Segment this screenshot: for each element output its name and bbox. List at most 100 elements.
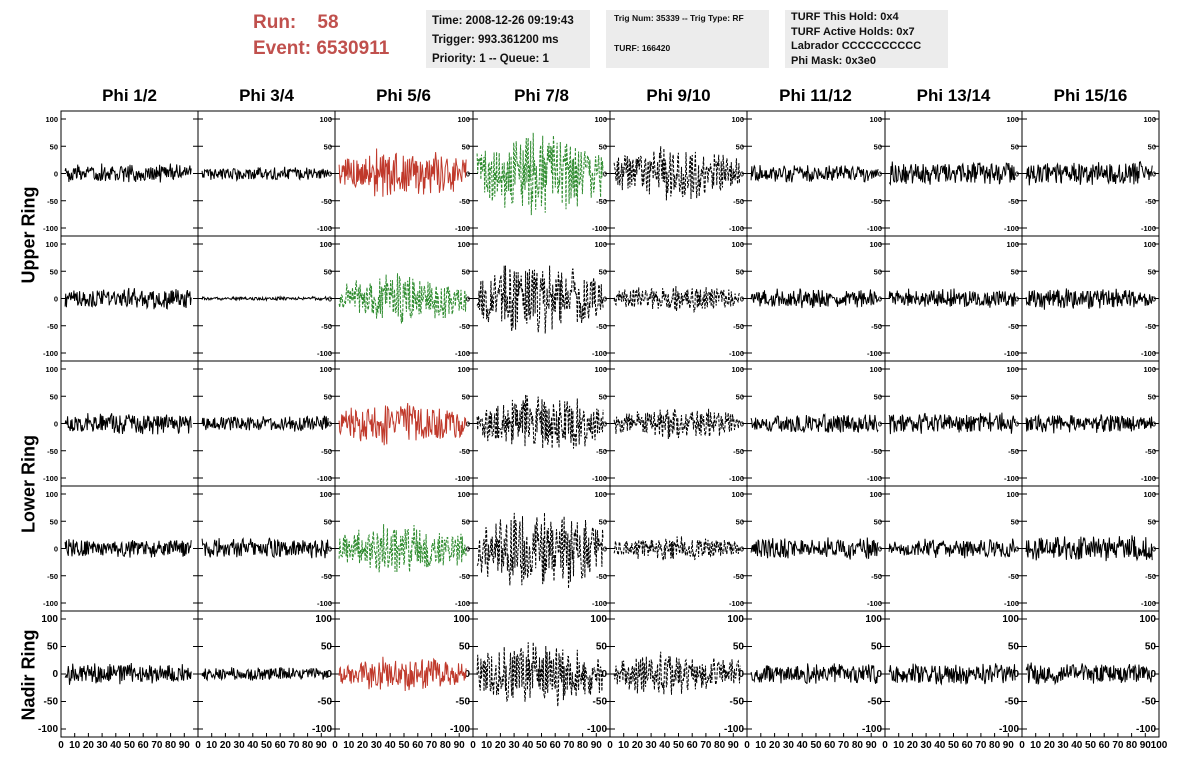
y-tick-label: -100 [455,349,470,358]
y-tick-label: 0 [54,545,58,554]
y-tick-label: -100 [592,474,607,483]
x-tick-label: 80 [577,740,589,751]
y-tick-label: -100 [999,724,1019,735]
y-tick-label: 0 [1152,420,1156,429]
x-tick-label: 70 [975,740,987,751]
y-tick-label: -50 [871,447,882,456]
y-tick-label: 50 [47,642,59,653]
y-tick-label: -100 [1004,599,1019,608]
x-tick-label: 90 [316,740,328,751]
y-tick-label: 100 [457,240,470,249]
y-tick-label: -100 [317,349,332,358]
x-tick-label: 0 [744,740,750,751]
y-tick-label: -50 [1145,572,1156,581]
x-tick-label: 20 [220,740,232,751]
waveform-trace [613,651,741,695]
y-tick-label: 50 [321,642,333,653]
waveform-trace [201,166,329,182]
x-tick-label: 40 [247,740,259,751]
y-tick-label: 100 [731,490,744,499]
x-tick-label: 40 [934,740,946,751]
x-tick-label: 50 [398,740,410,751]
y-tick-label: -50 [1005,697,1020,708]
y-tick-label: -100 [312,724,332,735]
y-tick-label: 50 [596,642,608,653]
waveform-trace [201,667,329,682]
x-tick-label: 20 [1044,740,1056,751]
y-tick-label: 100 [594,240,607,249]
column-label-phi-15-16: Phi 15/16 [1053,86,1128,105]
y-tick-label: -100 [867,349,882,358]
y-tick-label: 100 [1002,614,1019,625]
y-tick-label: 0 [54,295,58,304]
y-tick-label: -100 [1004,224,1019,233]
column-label-phi-3-4: Phi 3/4 [239,86,294,105]
y-tick-label: -50 [593,697,608,708]
labrador-line: Labrador CCCCCCCCCC [791,40,922,52]
y-tick-label: 50 [1008,642,1020,653]
x-tick-label: 30 [783,740,795,751]
x-tick-label: 30 [921,740,933,751]
x-tick-label: 90 [179,740,191,751]
x-tick-label: 10 [755,740,767,751]
y-tick-label: 100 [1006,115,1019,124]
y-tick-label: -100 [1004,474,1019,483]
x-tick-label: 90 [1003,740,1015,751]
x-tick-label: 40 [385,740,397,751]
y-tick-label: 100 [1006,365,1019,374]
y-tick-label: 50 [324,517,332,526]
y-tick-label: 50 [50,517,58,526]
y-tick-label: 50 [1011,517,1019,526]
y-tick-label: 0 [878,545,882,554]
x-tick-label: 70 [838,740,850,751]
x-tick-label: 90 [591,740,603,751]
y-tick-label: 0 [603,295,607,304]
x-tick-label: 60 [687,740,699,751]
column-label-phi-7-8: Phi 7/8 [514,86,569,105]
waveform-trace [888,161,1016,186]
waveform-trace [750,537,879,560]
y-tick-label: -50 [1145,322,1156,331]
x-tick-label: 50 [1085,740,1097,751]
y-tick-label: 100 [1143,490,1156,499]
x-tick-label: 30 [646,740,658,751]
y-tick-label: -100 [455,474,470,483]
phi-mask-line: Phi Mask: 0x3e0 [791,54,876,67]
run-value: 58 [317,12,339,33]
y-tick-label: 50 [736,142,744,151]
run-label: Run: [253,12,297,33]
y-tick-label: -100 [38,724,58,735]
y-tick-label: -50 [1008,322,1019,331]
y-tick-label: 50 [874,142,882,151]
y-tick-label: 0 [328,295,332,304]
waveform-trace [476,265,604,334]
y-tick-label: 50 [50,267,58,276]
x-tick-label: 10 [1030,740,1042,751]
y-tick-label: -100 [43,599,58,608]
x-tick-label: 0 [332,740,338,751]
y-tick-label: 100 [1143,115,1156,124]
priority-line: Priority: 1 -- Queue: 1 [432,53,549,65]
column-label-phi-1-2: Phi 1/2 [102,86,157,105]
waveform-trace [750,164,879,183]
x-tick-label: 0 [195,740,201,751]
x-tick-label: 50 [124,740,136,751]
y-tick-label: 0 [1015,545,1019,554]
waveform-trace [338,273,467,324]
waveform-trace [1025,288,1153,310]
y-tick-label: -50 [321,572,332,581]
y-tick-label: -100 [317,224,332,233]
y-tick-label: 50 [462,267,470,276]
x-tick-label: 40 [110,740,122,751]
y-tick-label: 50 [874,392,882,401]
y-tick-label: 100 [869,365,882,374]
y-tick-label: 0 [466,545,470,554]
y-tick-label: 100 [45,490,58,499]
y-tick-label: -50 [733,447,744,456]
y-tick-label: 50 [459,642,471,653]
x-tick-label: 70 [288,740,300,751]
y-tick-label: 0 [1150,669,1156,680]
y-tick-label: -100 [592,349,607,358]
column-label-phi-5-6: Phi 5/6 [376,86,431,105]
x-tick-label: 80 [302,740,314,751]
